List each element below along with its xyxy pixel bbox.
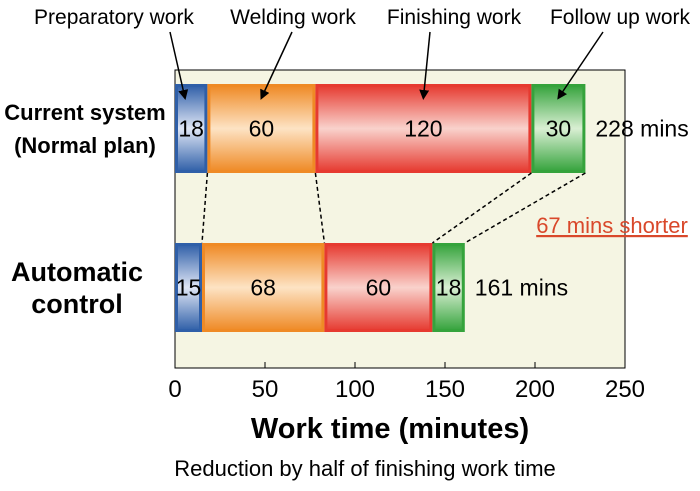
bar-total-label-1: 161 mins xyxy=(475,275,568,301)
x-tick-label-250: 250 xyxy=(605,376,645,403)
category-label-1-0: Automatic xyxy=(11,257,143,287)
category-label-0-1: (Normal plan) xyxy=(14,133,156,158)
connector-line-3 xyxy=(431,172,532,244)
bar-value-label-follow-up-work-1: 18 xyxy=(436,275,462,301)
bar-total-label-0: 228 mins xyxy=(595,116,688,142)
connector-line-2 xyxy=(314,172,326,244)
x-tick-label-50: 50 xyxy=(252,376,279,403)
legend-arrow-finishing-work xyxy=(419,31,431,100)
category-label-1-1: control xyxy=(31,289,123,319)
bar-value-label-finishing-work-0: 120 xyxy=(404,116,442,142)
x-tick-label-150: 150 xyxy=(425,376,465,403)
bar-segment-follow-up-work-1 xyxy=(432,243,465,332)
legend-arrow-preparatory-work xyxy=(169,31,189,100)
bar-value-label-follow-up-work-0: 30 xyxy=(546,116,572,142)
legend-label-follow-up-work: Follow up work xyxy=(550,6,691,29)
reduction-annotation: 67 mins shorter xyxy=(536,213,688,238)
bar-segment-finishing-work-0 xyxy=(315,84,532,173)
bar-segment-follow-up-work-0 xyxy=(531,84,586,173)
bar-value-label-preparatory-work-0: 18 xyxy=(178,116,204,142)
bar-value-label-preparatory-work-1: 15 xyxy=(176,275,202,301)
bar-segment-welding-work-1 xyxy=(202,243,325,332)
x-axis-label: Work time (minutes) xyxy=(251,413,529,445)
x-tick-label-100: 100 xyxy=(335,376,375,403)
x-tick-label-200: 200 xyxy=(515,376,555,403)
bar-segment-welding-work-0 xyxy=(207,84,316,173)
bar-segment-finishing-work-1 xyxy=(324,243,433,332)
x-tick-label-0: 0 xyxy=(168,376,181,403)
legend-arrow-welding-work xyxy=(260,31,293,100)
category-label-0-0: Current system xyxy=(4,100,165,125)
connector-line-1 xyxy=(201,172,209,244)
legend-label-finishing-work: Finishing work xyxy=(387,6,522,29)
bar-value-label-welding-work-1: 68 xyxy=(250,275,276,301)
bar-value-label-welding-work-0: 60 xyxy=(249,116,275,142)
connector-line-4 xyxy=(464,172,586,244)
legend-arrow-follow-up-work xyxy=(557,31,604,100)
legend-label-welding-work: Welding work xyxy=(230,6,356,29)
chart-caption: Reduction by half of finishing work time xyxy=(174,456,556,481)
bar-segment-preparatory-work-1 xyxy=(175,243,202,332)
legend-label-preparatory-work: Preparatory work xyxy=(34,6,194,29)
bar-value-label-finishing-work-1: 60 xyxy=(366,275,392,301)
